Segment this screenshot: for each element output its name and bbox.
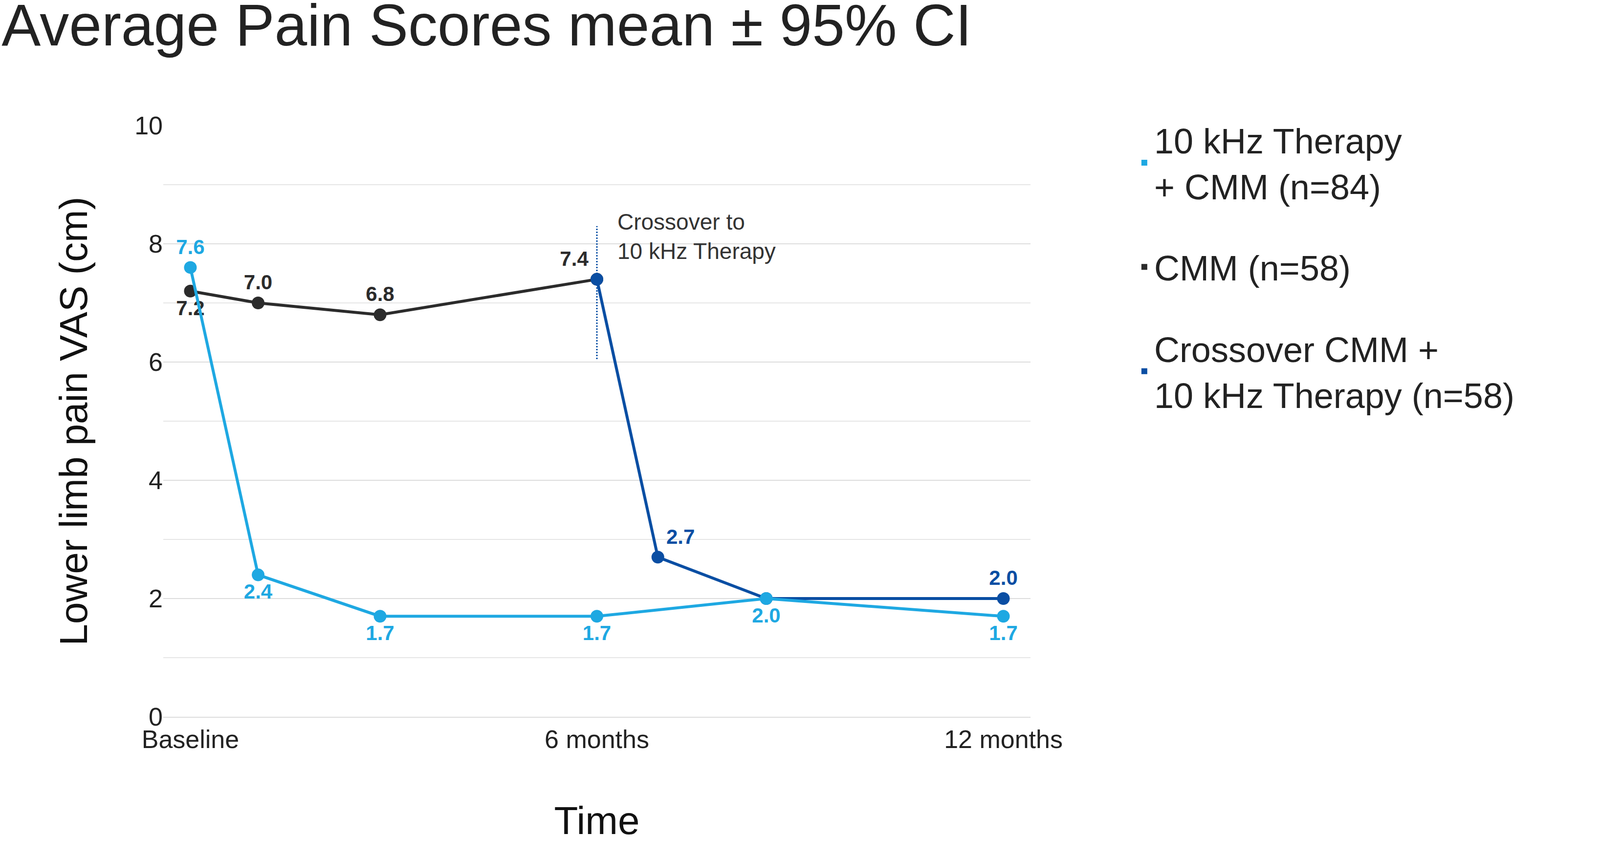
svg-text:Average Pain Scores mean ± 95%: Average Pain Scores mean ± 95% CI: [1, 0, 972, 58]
svg-text:1.7: 1.7: [582, 621, 612, 645]
svg-text:2.7: 2.7: [666, 525, 695, 549]
svg-text:2.4: 2.4: [243, 580, 273, 604]
svg-text:1.7: 1.7: [365, 621, 395, 645]
svg-text:2.0: 2.0: [751, 604, 781, 628]
svg-text:CMM (n=58): CMM (n=58): [1154, 248, 1351, 288]
svg-text:0: 0: [148, 702, 163, 732]
svg-text:7.0: 7.0: [243, 270, 273, 294]
svg-text:Lower limb pain VAS (cm): Lower limb pain VAS (cm): [51, 197, 96, 647]
svg-text:7.2: 7.2: [175, 296, 205, 320]
svg-text:1.7: 1.7: [988, 621, 1018, 645]
svg-text:8: 8: [148, 229, 163, 259]
svg-text:Crossover to10 kHz Therapy: Crossover to10 kHz Therapy: [617, 209, 776, 264]
svg-text:Time: Time: [554, 799, 640, 843]
svg-text:10: 10: [134, 111, 163, 140]
svg-text:2: 2: [148, 584, 163, 614]
svg-text:4: 4: [148, 466, 163, 495]
svg-text:10 kHz Therapy+ CMM (n=84): 10 kHz Therapy+ CMM (n=84): [1154, 121, 1403, 207]
svg-text:7.6: 7.6: [175, 235, 205, 259]
svg-text:6: 6: [148, 348, 163, 377]
svg-text:2.0: 2.0: [988, 566, 1018, 590]
svg-text:12 months: 12 months: [943, 725, 1063, 754]
svg-text:Baseline: Baseline: [141, 725, 240, 754]
svg-text:7.4: 7.4: [559, 247, 589, 271]
svg-text:6 months: 6 months: [544, 725, 650, 754]
svg-text:Crossover CMM +10 kHz Therapy: Crossover CMM +10 kHz Therapy (n=58): [1154, 330, 1515, 416]
svg-text:6.8: 6.8: [365, 282, 395, 306]
